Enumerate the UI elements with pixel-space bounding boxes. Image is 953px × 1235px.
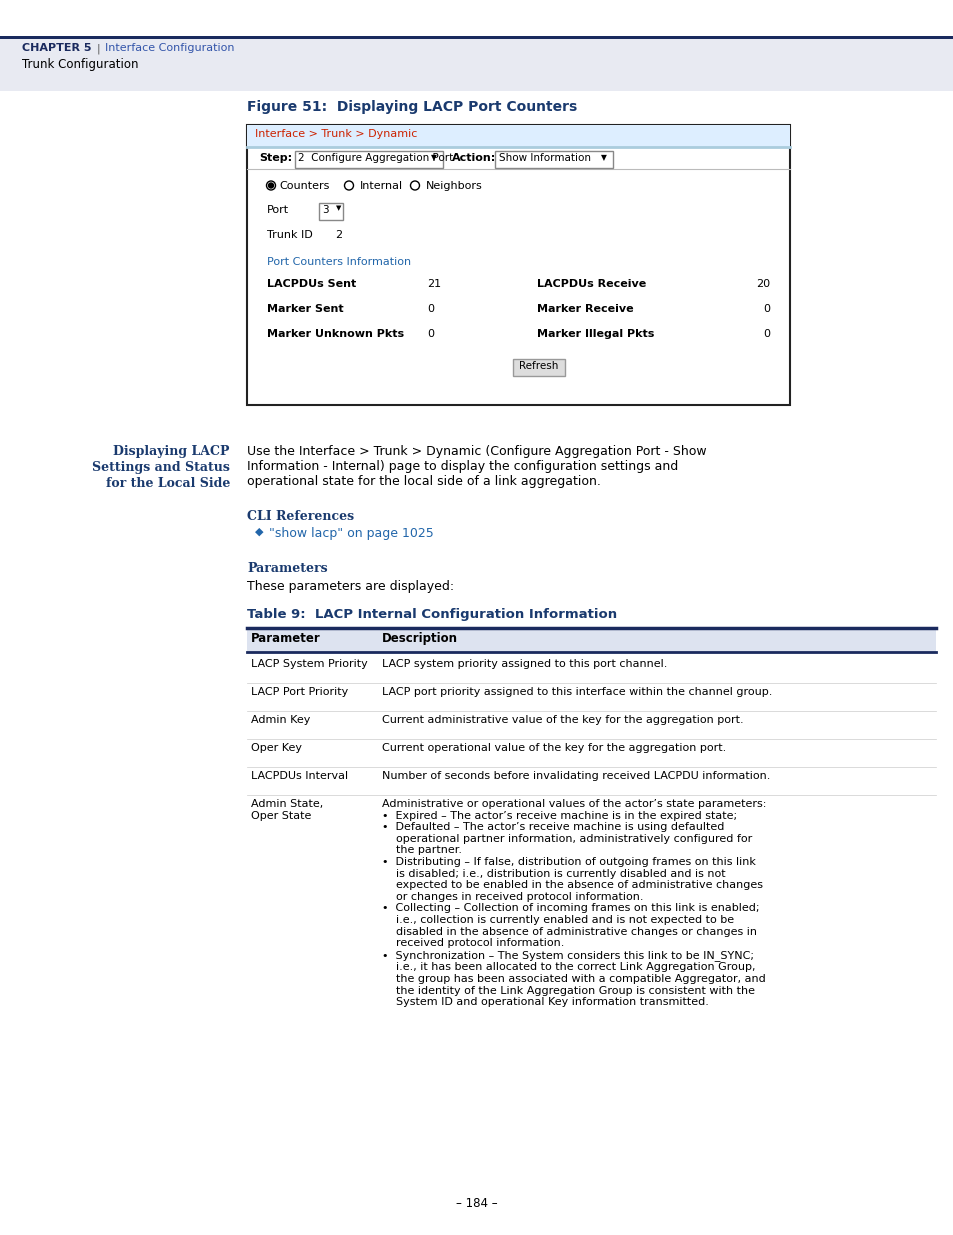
Text: Current operational value of the key for the aggregation port.: Current operational value of the key for… bbox=[381, 743, 725, 753]
Text: Refresh: Refresh bbox=[518, 361, 558, 370]
Text: CLI References: CLI References bbox=[247, 510, 354, 522]
Bar bbox=[247, 125, 789, 405]
Text: LACP port priority assigned to this interface within the channel group.: LACP port priority assigned to this inte… bbox=[381, 687, 772, 697]
Text: 2: 2 bbox=[335, 230, 342, 240]
Text: |: | bbox=[90, 43, 108, 53]
Text: 0: 0 bbox=[762, 304, 769, 314]
Text: Trunk Configuration: Trunk Configuration bbox=[22, 58, 138, 70]
Bar bbox=[0, 40, 953, 91]
Text: Admin State,
Oper State: Admin State, Oper State bbox=[251, 799, 323, 820]
Text: 0: 0 bbox=[427, 329, 434, 338]
Text: Description: Description bbox=[381, 632, 457, 645]
Text: Table 9:  LACP Internal Configuration Information: Table 9: LACP Internal Configuration Inf… bbox=[247, 608, 617, 621]
Text: Interface > Trunk > Dynamic: Interface > Trunk > Dynamic bbox=[254, 128, 417, 140]
Text: Admin Key: Admin Key bbox=[251, 715, 310, 725]
Bar bbox=[0, 36, 953, 40]
Text: Port: Port bbox=[267, 205, 289, 215]
Text: Oper Key: Oper Key bbox=[251, 743, 302, 753]
Text: 20: 20 bbox=[755, 279, 769, 289]
Text: LACP System Priority: LACP System Priority bbox=[251, 659, 367, 669]
Text: Trunk ID: Trunk ID bbox=[267, 230, 313, 240]
Text: ◆: ◆ bbox=[254, 527, 263, 537]
Text: Marker Receive: Marker Receive bbox=[537, 304, 633, 314]
Text: 21: 21 bbox=[427, 279, 440, 289]
Text: Internal: Internal bbox=[359, 182, 403, 191]
Text: 3: 3 bbox=[322, 205, 328, 215]
Text: These parameters are displayed:: These parameters are displayed: bbox=[247, 580, 454, 593]
Text: Marker Illegal Pkts: Marker Illegal Pkts bbox=[537, 329, 654, 338]
Bar bbox=[318, 203, 343, 220]
Text: Use the Interface > Trunk > Dynamic (Configure Aggregation Port - Show
Informati: Use the Interface > Trunk > Dynamic (Con… bbox=[247, 445, 706, 488]
Text: – 184 –: – 184 – bbox=[456, 1197, 497, 1210]
Bar bbox=[495, 151, 613, 168]
Text: Settings and Status: Settings and Status bbox=[92, 461, 230, 474]
Text: LACP system priority assigned to this port channel.: LACP system priority assigned to this po… bbox=[381, 659, 667, 669]
Text: LACP Port Priority: LACP Port Priority bbox=[251, 687, 348, 697]
Text: Administrative or operational values of the actor’s state parameters:
•  Expired: Administrative or operational values of … bbox=[381, 799, 765, 1007]
Text: Marker Unknown Pkts: Marker Unknown Pkts bbox=[267, 329, 404, 338]
Bar bbox=[0, 0, 953, 36]
Text: Displaying LACP: Displaying LACP bbox=[113, 445, 230, 458]
Text: Parameter: Parameter bbox=[251, 632, 320, 645]
Text: LACPDUs Receive: LACPDUs Receive bbox=[537, 279, 645, 289]
Text: Number of seconds before invalidating received LACPDU information.: Number of seconds before invalidating re… bbox=[381, 771, 770, 781]
Bar bbox=[247, 629, 935, 652]
Text: LACPDUs Sent: LACPDUs Sent bbox=[267, 279, 355, 289]
Text: Current administrative value of the key for the aggregation port.: Current administrative value of the key … bbox=[381, 715, 742, 725]
Text: Action:: Action: bbox=[452, 153, 496, 163]
Text: 0: 0 bbox=[427, 304, 434, 314]
Text: Figure 51:  Displaying LACP Port Counters: Figure 51: Displaying LACP Port Counters bbox=[247, 100, 577, 114]
Text: Interface Configuration: Interface Configuration bbox=[105, 43, 234, 53]
Text: Marker Sent: Marker Sent bbox=[267, 304, 343, 314]
Text: Counters: Counters bbox=[278, 182, 329, 191]
Text: 2  Configure Aggregation Port: 2 Configure Aggregation Port bbox=[297, 153, 453, 163]
Text: Parameters: Parameters bbox=[247, 562, 327, 576]
Text: "show lacp" on page 1025: "show lacp" on page 1025 bbox=[269, 527, 434, 540]
Text: 0: 0 bbox=[762, 329, 769, 338]
Circle shape bbox=[268, 183, 274, 188]
Text: for the Local Side: for the Local Side bbox=[106, 477, 230, 490]
Bar bbox=[294, 151, 442, 168]
Text: ▼: ▼ bbox=[600, 153, 606, 162]
Text: ▼: ▼ bbox=[335, 205, 341, 211]
Text: CHAPTER 5: CHAPTER 5 bbox=[22, 43, 91, 53]
Text: Show Information: Show Information bbox=[498, 153, 590, 163]
Text: ▼: ▼ bbox=[431, 153, 436, 162]
Text: Step:: Step: bbox=[258, 153, 292, 163]
Bar bbox=[513, 359, 564, 375]
Text: Neighbors: Neighbors bbox=[426, 182, 482, 191]
Bar bbox=[247, 125, 789, 147]
Text: Port Counters Information: Port Counters Information bbox=[267, 257, 411, 267]
Text: LACPDUs Interval: LACPDUs Interval bbox=[251, 771, 348, 781]
